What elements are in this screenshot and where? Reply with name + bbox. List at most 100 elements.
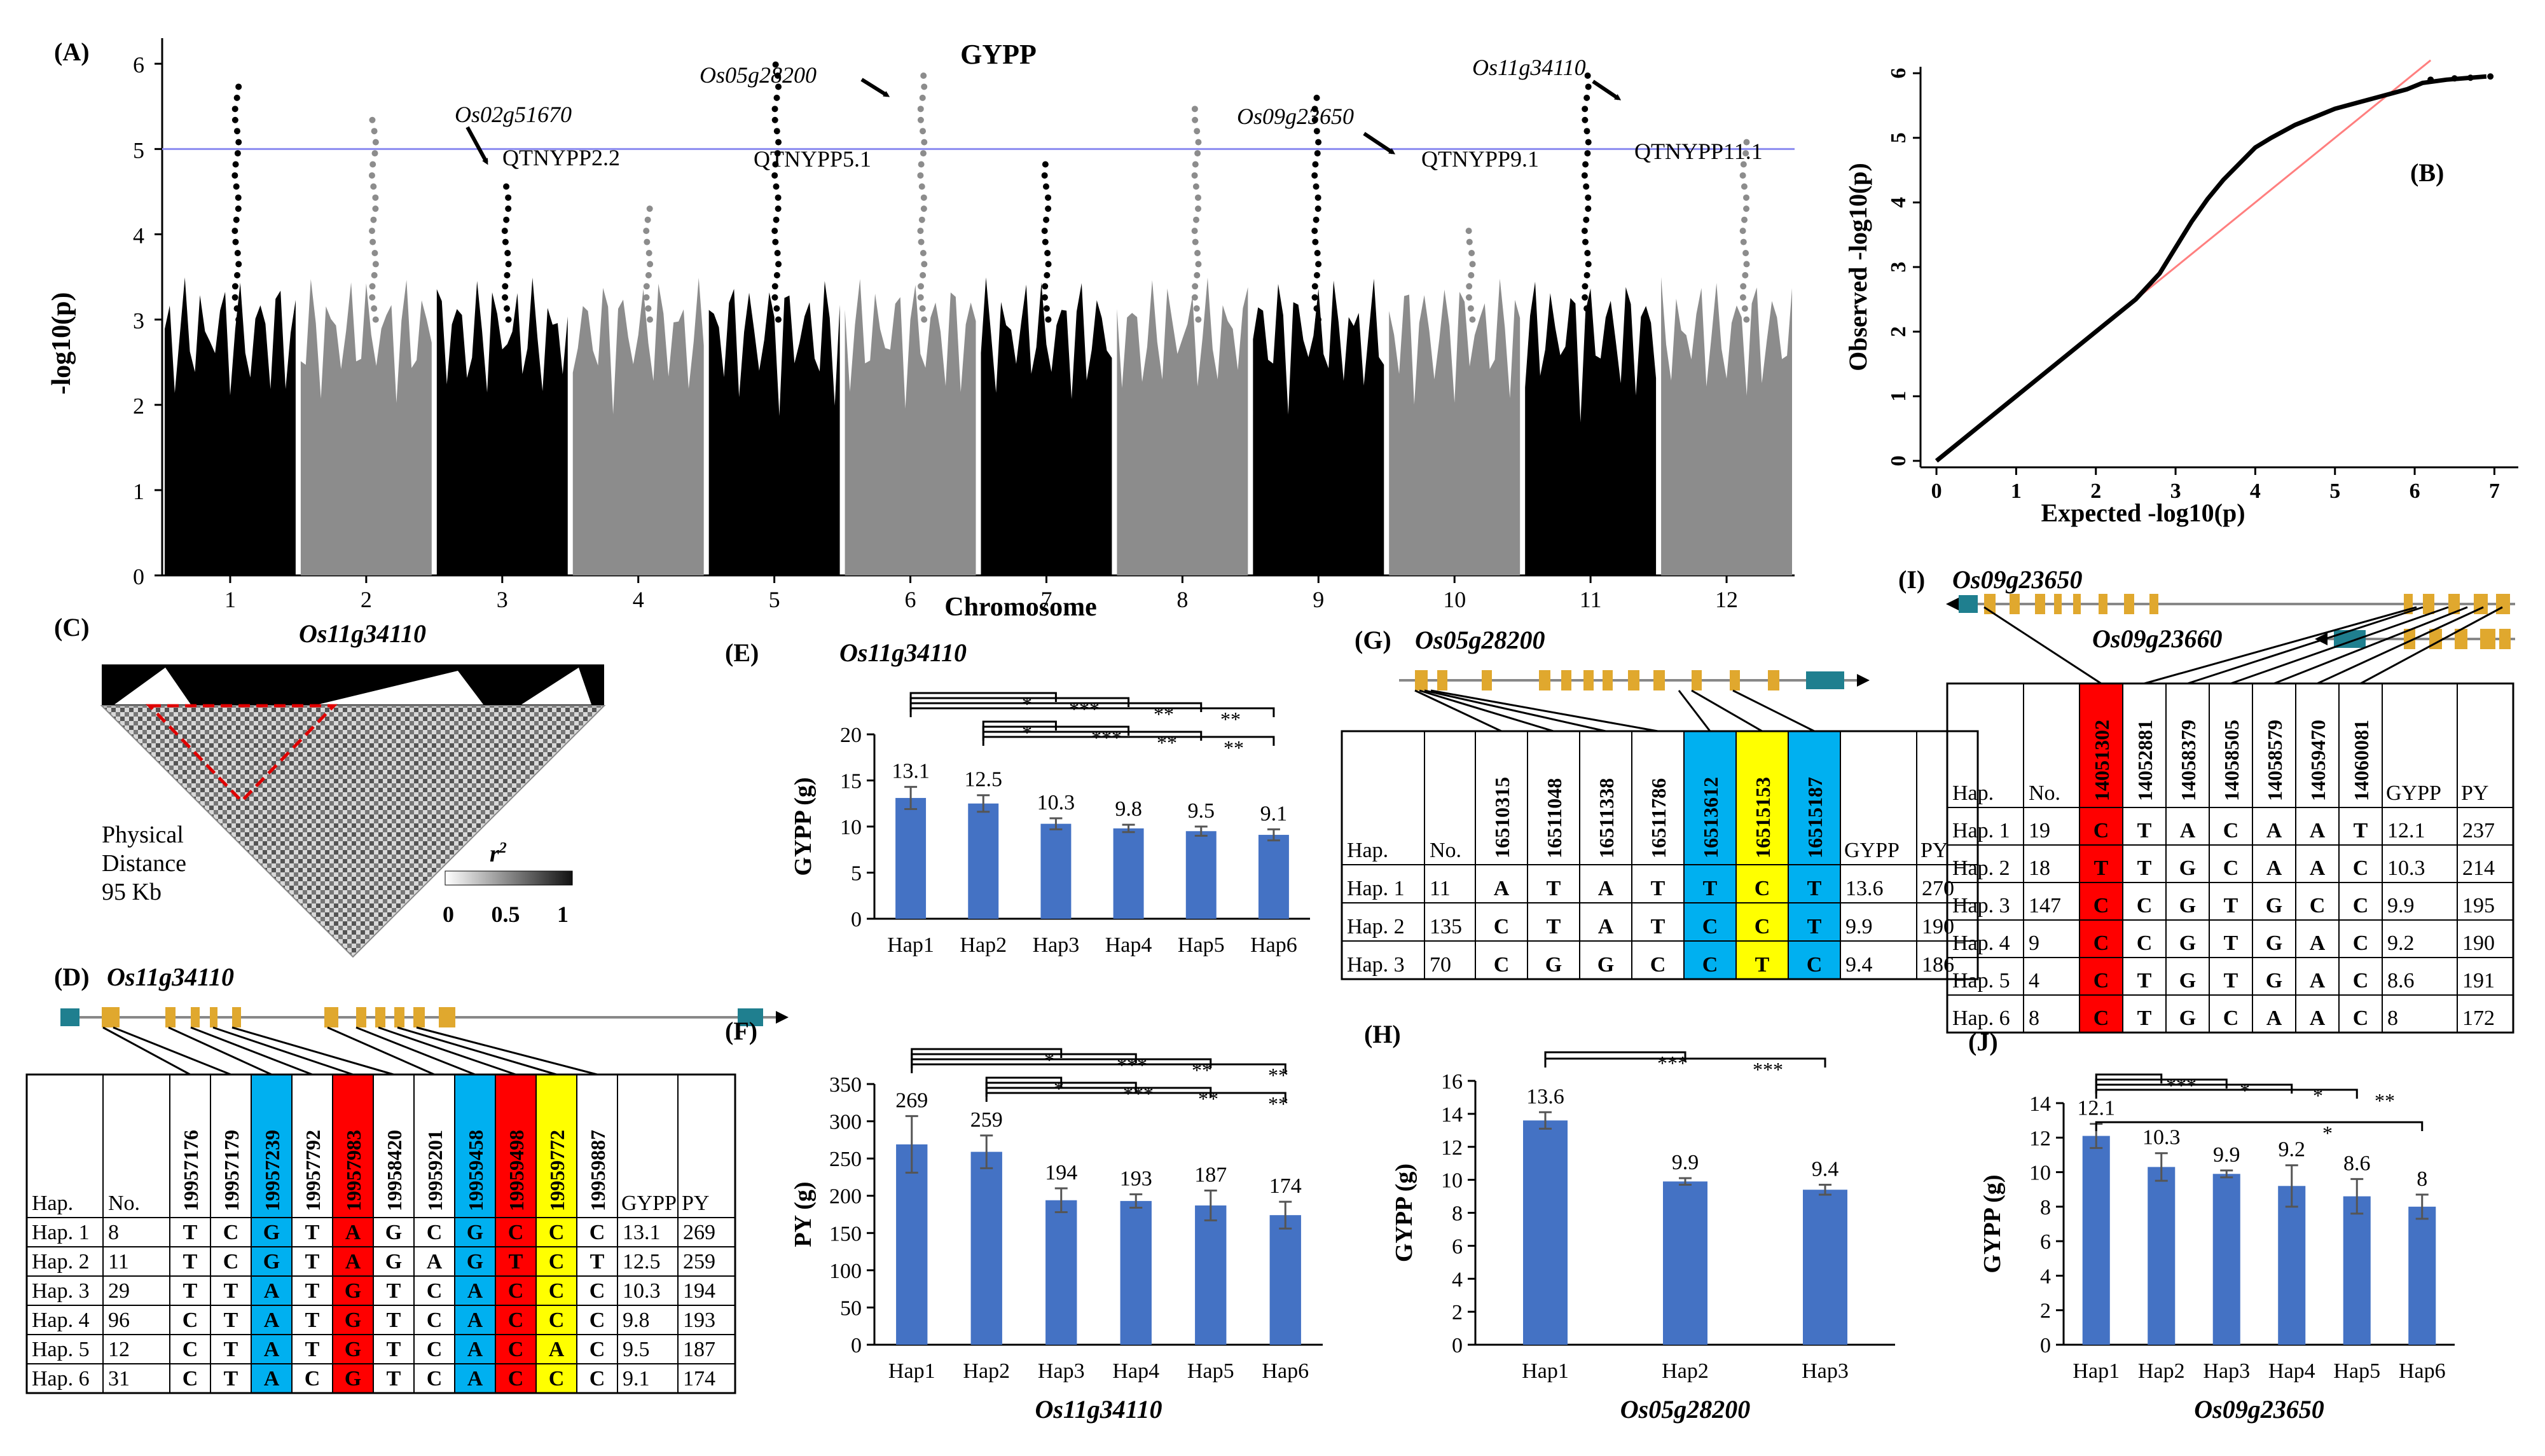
highlight-column-red xyxy=(495,1075,536,1393)
qq-x-tick-label: 3 xyxy=(2170,479,2181,503)
bar xyxy=(2278,1186,2306,1345)
bar-category-label: Hap6 xyxy=(1262,1359,1309,1383)
table-allele-cell: A xyxy=(2180,819,2196,842)
manhattan-peak-point xyxy=(1312,238,1319,245)
bar-value-label: 12.5 xyxy=(965,768,1003,792)
bar-x-axis-label: Os05g28200 xyxy=(1620,1395,1750,1424)
manhattan-peak-point xyxy=(1583,271,1590,278)
snp-connector-line xyxy=(1414,689,1502,732)
gene-exon xyxy=(1583,670,1594,690)
manhattan-peak-point xyxy=(1469,261,1476,268)
manhattan-peak-point xyxy=(772,161,779,168)
manhattan-peak-point xyxy=(1585,139,1592,146)
table-cell: Hap. 1 xyxy=(32,1221,90,1244)
manhattan-peak-point xyxy=(233,183,240,190)
panel-c-label: (C) xyxy=(54,613,90,642)
bar-category-label: Hap1 xyxy=(888,1359,935,1383)
bar-value-label: 8.6 xyxy=(2343,1151,2371,1175)
highlight-column-red xyxy=(2079,683,2123,1033)
manhattan-peak-point xyxy=(1583,128,1590,135)
table-cell: 9.4 xyxy=(1845,953,1873,977)
significance-bracket xyxy=(982,736,1275,746)
bar-value-label: 194 xyxy=(1045,1161,1077,1185)
manhattan-peak-point xyxy=(501,228,508,235)
highlight-column-blue xyxy=(1684,731,1736,979)
table-allele-cell: T xyxy=(1547,877,1561,900)
manhattan-peak-point xyxy=(773,271,780,278)
manhattan-peak-point xyxy=(773,94,780,101)
manhattan-peak-point xyxy=(1742,250,1749,256)
manhattan-peak-point xyxy=(1585,316,1592,323)
manhattan-peak-point xyxy=(1743,316,1750,323)
table-allele-cell: T xyxy=(224,1367,238,1391)
snp-connector-line xyxy=(2144,606,2417,685)
bar-x-axis-label: Os09g23650 xyxy=(2194,1395,2324,1424)
gene-exon xyxy=(1603,670,1613,690)
manhattan-peak-point xyxy=(232,238,239,245)
manhattan-chr-base xyxy=(165,430,296,575)
gene-exon xyxy=(2404,629,2415,649)
gene-exon xyxy=(394,1007,404,1027)
manhattan-peak-point xyxy=(775,316,782,323)
table-cell: 259 xyxy=(683,1250,715,1274)
table-allele-cell: T xyxy=(2137,856,2152,880)
significance-mark: ** xyxy=(1192,1059,1212,1082)
snp-connector-line xyxy=(2273,606,2468,685)
table-allele-cell: A xyxy=(1494,877,1510,900)
gene-exon xyxy=(232,1007,241,1027)
table-cell: 11 xyxy=(1430,877,1451,900)
bar-y-tick-label: 350 xyxy=(829,1073,862,1097)
manhattan-peak-point xyxy=(920,250,927,256)
manhattan-x-tick-label: 6 xyxy=(905,587,916,612)
manhattan-peak-point xyxy=(917,172,924,179)
manhattan-chr-base xyxy=(1661,430,1792,575)
manhattan-peak-point xyxy=(1195,205,1202,212)
table-cell: 12.1 xyxy=(2387,819,2425,842)
ld-block-highlight xyxy=(146,704,338,804)
table-allele-cell: A xyxy=(264,1338,280,1361)
manhattan-peak-point xyxy=(1195,316,1202,323)
manhattan-peak-point xyxy=(231,283,238,290)
snp-connector-line xyxy=(231,1026,394,1076)
manhattan-peak-point xyxy=(372,194,379,201)
table-cell: 174 xyxy=(683,1367,715,1391)
bar xyxy=(2343,1196,2371,1345)
gene-exon xyxy=(2448,594,2460,614)
table-allele-cell: T xyxy=(183,1250,198,1274)
manhattan-chr-spikes xyxy=(165,277,296,430)
table-allele-cell: C xyxy=(590,1279,605,1303)
manhattan-peak-point xyxy=(371,150,378,157)
r2-legend-title: r2 xyxy=(490,840,507,867)
manhattan-peak-point xyxy=(774,72,781,79)
r2-legend-tick: 1 xyxy=(557,902,569,927)
table-allele-cell: C xyxy=(183,1338,198,1361)
manhattan-y-tick-label: 3 xyxy=(133,308,144,334)
manhattan-chr-spikes xyxy=(300,278,432,430)
gene-exon xyxy=(1730,670,1740,690)
table-allele-cell: G xyxy=(2179,931,2196,955)
significance-mark: ** xyxy=(2375,1089,2395,1112)
table-header-no: No. xyxy=(1430,839,1461,862)
table-header-position: 19957239 xyxy=(261,1130,284,1211)
manhattan-peak-point xyxy=(503,216,510,223)
gene-utr xyxy=(738,1008,763,1026)
table-allele-cell: T xyxy=(224,1279,238,1303)
manhattan-chr-spikes xyxy=(572,278,704,430)
table-allele-cell: C xyxy=(508,1308,524,1332)
gene-exon xyxy=(324,1007,338,1027)
gene-exon xyxy=(1692,670,1702,690)
table-allele-cell: C xyxy=(1650,953,1666,977)
highlight-column-blue xyxy=(251,1075,292,1393)
bar xyxy=(1113,828,1144,919)
table-allele-cell: C xyxy=(427,1279,443,1303)
panel-c-gene: Os11g34110 xyxy=(299,619,426,648)
table-cell: 9.1 xyxy=(623,1367,650,1391)
gene-exon xyxy=(2124,594,2134,614)
manhattan-peak-point xyxy=(371,305,378,312)
manhattan-peak-point xyxy=(369,161,376,168)
table-allele-cell: A xyxy=(2310,931,2326,955)
table-allele-cell: T xyxy=(2137,819,2152,842)
manhattan-peak-point xyxy=(371,271,378,278)
annot-arrow-chr11 xyxy=(1592,79,1622,100)
table-allele-cell: G xyxy=(1545,953,1562,977)
